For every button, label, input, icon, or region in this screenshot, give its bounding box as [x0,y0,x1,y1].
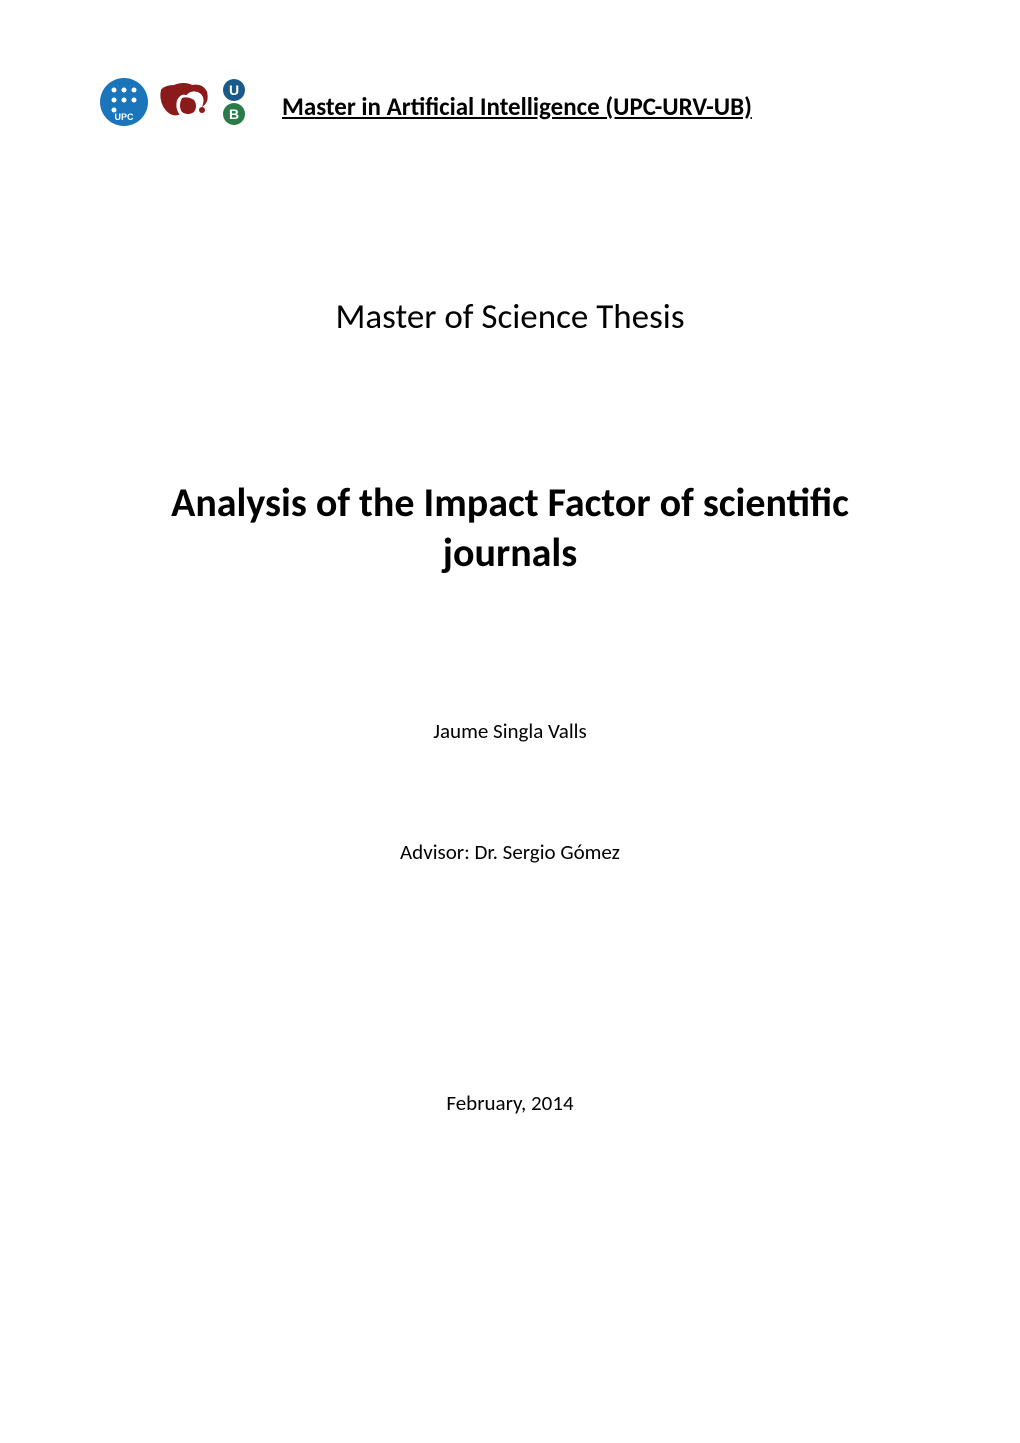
degree-title: Master of Science Thesis [100,296,920,338]
svg-text:B: B [229,106,239,122]
thesis-date: February, 2014 [100,1090,920,1116]
program-title: Master in Artificial Intelligence (UPC-U… [264,91,920,126]
upc-logo-icon: UPC [100,78,148,126]
ub-logo-icon: U B [220,78,248,126]
svg-text:UPC: UPC [114,112,134,122]
advisor-name: Advisor: Dr. Sergio Gómez [100,839,920,865]
svg-text:U: U [229,82,239,98]
thesis-title: Analysis of the Impact Factor of scienti… [100,478,920,578]
author-name: Jaume Singla Valls [100,718,920,744]
urv-logo-icon [156,78,212,126]
logo-group: UPC U B [100,78,248,126]
header-row: UPC U B Master in Artificial Inte [100,78,920,126]
page: UPC U B Master in Artificial Inte [0,0,1020,1443]
